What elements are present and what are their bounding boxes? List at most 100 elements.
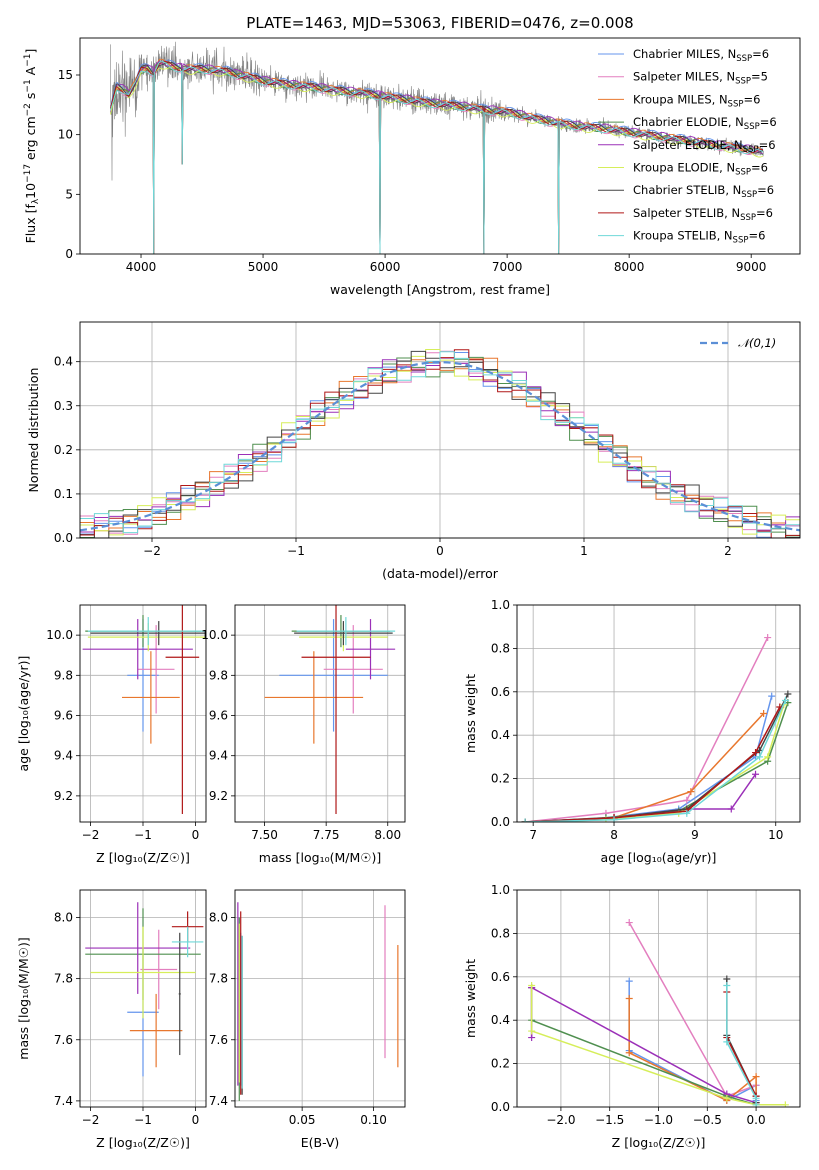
data-point-marker (528, 1034, 536, 1042)
y-tick-label: 0 (65, 247, 73, 261)
axes-frame (516, 889, 801, 1108)
y-tick-label: 10 (58, 128, 73, 142)
model-spectrum-line (110, 61, 764, 254)
y-axis-label: Normed distribution (26, 368, 41, 493)
data-point-marker (610, 816, 618, 822)
x-tick-label: −1 (134, 1113, 152, 1127)
model-spectrum-line (110, 60, 764, 254)
data-point-marker (723, 975, 731, 983)
x-tick-label: 9 (691, 828, 699, 842)
legend-label-sub: SSP (740, 213, 756, 223)
x-tick-label: 2 (724, 544, 732, 558)
legend-label-count: =6 (752, 47, 769, 61)
plot-area (237, 902, 399, 1101)
y-tick-label: 8.0 (54, 911, 73, 925)
y-tick-label: 0.4 (491, 1013, 510, 1027)
y-tick-label: 0.8 (491, 926, 510, 940)
data-point-marker (781, 696, 789, 704)
y-label-sup: −17 (23, 164, 33, 183)
y-tick-label: 7.4 (209, 1094, 228, 1108)
x-tick-label: 8 (610, 828, 618, 842)
x-axis-label: Z [log₁₀(Z/Z☉)] (96, 1135, 190, 1150)
y-tick-label: 9.2 (54, 789, 73, 803)
legend-label: Chabrier STELIB, NSSP=6 (633, 183, 774, 200)
x-tick-label: 7000 (492, 260, 523, 274)
y-tick-label: 15 (58, 68, 73, 82)
y-axis-label: age [log₁₀(age/yr)] (16, 656, 31, 772)
x-tick-label: −2 (143, 544, 161, 558)
residual-histogram-step (80, 351, 800, 534)
data-point-marker (625, 1049, 633, 1057)
legend-label-text: Chabrier ELODIE, N (633, 115, 744, 129)
mass-weight-series-line (530, 986, 757, 1104)
y-label-part: erg cm (23, 116, 38, 164)
y-tick-label: 0.1 (54, 487, 73, 501)
x-tick-label: −2.0 (546, 1113, 575, 1127)
legend-label-sub: SSP (735, 168, 751, 178)
x-axis-label: Z [log₁₀(Z/Z☉)] (612, 1135, 706, 1150)
legend-label-text: Kroupa STELIB, N (633, 229, 733, 243)
axes-frame (79, 37, 801, 255)
data-point-marker (764, 753, 772, 761)
legend-label-text: Salpeter ELODIE, N (633, 138, 743, 152)
mass-vs-metallicity-panel: −2 −1 0 7.4 7.6 7.8 8.0 Z [log₁₀(Z/Z☉)] mass [lo… (16, 889, 207, 1150)
model-spectrum-line (110, 61, 763, 254)
axes-frame (79, 604, 207, 823)
y-tick-label: 7.8 (209, 972, 228, 986)
x-tick-label: 10 (768, 828, 783, 842)
x-axis-label: E(B-V) (301, 1135, 340, 1150)
x-tick-label: −2 (82, 1113, 100, 1127)
y-label-sub: λ (31, 198, 41, 204)
legend-label-count: =6 (756, 206, 773, 220)
data-point-marker (760, 710, 768, 717)
plot-area (80, 349, 800, 538)
legend-label: Chabrier MILES, NSSP=6 (633, 47, 769, 64)
y-label-part: Flux [f (23, 204, 38, 244)
y-tick-label: 0.0 (54, 531, 73, 545)
y-tick-label: 7.6 (209, 1033, 228, 1047)
y-label-part: ] (23, 49, 38, 54)
data-point-marker (723, 1038, 731, 1046)
x-tick-label: −2 (82, 828, 100, 842)
legend-label-sub: SSP (741, 190, 757, 200)
x-axis-label: Z [log₁₀(Z/Z☉)] (96, 850, 190, 865)
age-vs-metallicity-panel: −2 −1 0 9.2 9.4 9.6 9.8 10.0 Z [log₁₀(Z/Z☉)] age … (16, 604, 207, 865)
y-tick-label: 0.8 (491, 641, 510, 655)
x-axis-label: (data-model)/error (382, 566, 499, 581)
data-point-marker (683, 809, 691, 817)
plot-area (110, 41, 764, 254)
y-tick-label: 9.6 (209, 709, 228, 723)
y-tick-label: 10.0 (46, 628, 73, 642)
data-point-marker (756, 753, 764, 761)
legend-label-sub: SSP (736, 54, 752, 64)
legend-label: Chabrier ELODIE, NSSP=6 (633, 115, 777, 132)
y-axis-label: mass [log₁₀(M/M☉)] (16, 937, 31, 1059)
mass-vs-extinction-panel: 0.05 0.10 7.4 7.6 7.8 8.0 E(B-V) (209, 889, 406, 1150)
data-point-marker (781, 1101, 789, 1107)
spectrum-panel: 4000 5000 6000 7000 8000 9000 0 5 10 15 wavelength… (23, 37, 801, 297)
legend-label-count: =6 (751, 161, 768, 175)
legend-label-sub: SSP (728, 99, 744, 109)
model-spectrum-line (110, 61, 764, 254)
data-point-marker (784, 690, 792, 698)
legend-label-count: =6 (757, 183, 774, 197)
data-point-marker (521, 818, 529, 822)
legend-label-sub: SSP (744, 122, 760, 132)
legend-label: Salpeter STELIB, NSSP=6 (633, 206, 773, 223)
x-axis-label: age [log₁₀(age/yr)] (601, 850, 717, 865)
legend-label-sub: SSP (743, 145, 759, 155)
normal-reference-curve (80, 360, 800, 532)
y-label-part: 10 (23, 183, 38, 199)
y-tick-label: 0.0 (491, 815, 510, 829)
y-label-sup: −1 (23, 79, 33, 92)
x-tick-label: 8000 (614, 260, 645, 274)
legend-label-text: Salpeter MILES, N (633, 70, 735, 84)
x-tick-label: −1.0 (644, 1113, 673, 1127)
data-point-marker (528, 1027, 536, 1035)
axes-frame (79, 889, 207, 1108)
legend-label-sub: SSP (735, 77, 751, 87)
legend-label: Kroupa MILES, NSSP=6 (633, 92, 760, 109)
data-point-marker (723, 1094, 731, 1102)
axes-frame (516, 604, 801, 823)
